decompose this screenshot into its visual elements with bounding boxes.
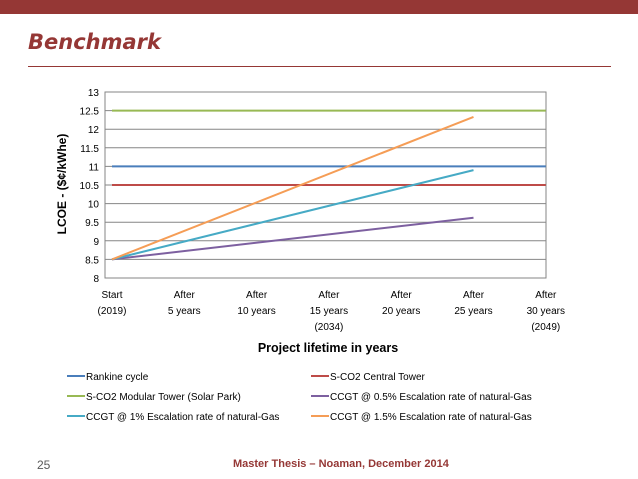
top-accent-bar (0, 0, 638, 14)
x-tick-label: After 10 years (237, 290, 275, 317)
y-tick-label: 11.5 (80, 144, 99, 155)
x-tick-label: After 5 years (168, 290, 201, 317)
footer-text: Master Thesis – Noaman, December 2014 (233, 458, 449, 470)
y-tick-label: 10.5 (80, 181, 100, 192)
x-tick-label: After 15 years (2034) (310, 290, 348, 333)
series-line-6 (111, 115, 474, 261)
legend-label: S-CO2 Central Tower (330, 372, 426, 383)
x-tick-label: After 30 years (2049) (527, 290, 565, 333)
x-tick-labels: Start (2019) After 5 years After 10 years Afte… (98, 290, 565, 333)
title-divider (28, 66, 611, 67)
legend-label: CCGT @ 1.5% Escalation rate of natural-G… (330, 412, 532, 423)
series-line-4 (111, 216, 474, 261)
plot-area-border (104, 91, 547, 279)
x-tick-label: After 25 years (454, 290, 492, 317)
legend-label: S-CO2 Modular Tower (Solar Park) (86, 392, 241, 403)
y-tick-label: 8 (93, 274, 99, 285)
legend-label: Rankine cycle (86, 372, 149, 383)
y-tick-label: 9.5 (85, 218, 99, 229)
x-axis-label: Project lifetime in years (258, 341, 398, 355)
y-tick-label: 8.5 (85, 255, 99, 266)
y-tick-label: 10 (88, 200, 100, 211)
y-tick-label: 12 (88, 125, 100, 136)
legend-label: CCGT @ 1% Escalation rate of natural-Gas (86, 412, 279, 423)
x-tick-label: Start (2019) (98, 290, 127, 317)
slide-number: 25 (37, 458, 51, 472)
y-tick-label: 13 (88, 88, 100, 99)
y-tick-labels: 8 8.5 9 9.5 10 10.5 11 11.5 12 12.5 13 (80, 88, 100, 285)
y-tick-label: 12.5 (80, 107, 100, 118)
legend-label: CCGT @ 0.5% Escalation rate of natural-G… (330, 392, 532, 403)
y-tick-label: 9 (93, 237, 99, 248)
y-axis-label: LCOE - ($¢/kWhe) (55, 134, 69, 235)
series-line-5 (111, 169, 474, 261)
legend: Rankine cycle S-CO2 Central Tower S-CO2 Mo… (67, 372, 532, 423)
y-tick-label: 11 (89, 162, 100, 173)
series-lines (111, 109, 546, 261)
x-tick-label: After 20 years (382, 290, 420, 317)
slide-title: Benchmark (28, 30, 161, 54)
